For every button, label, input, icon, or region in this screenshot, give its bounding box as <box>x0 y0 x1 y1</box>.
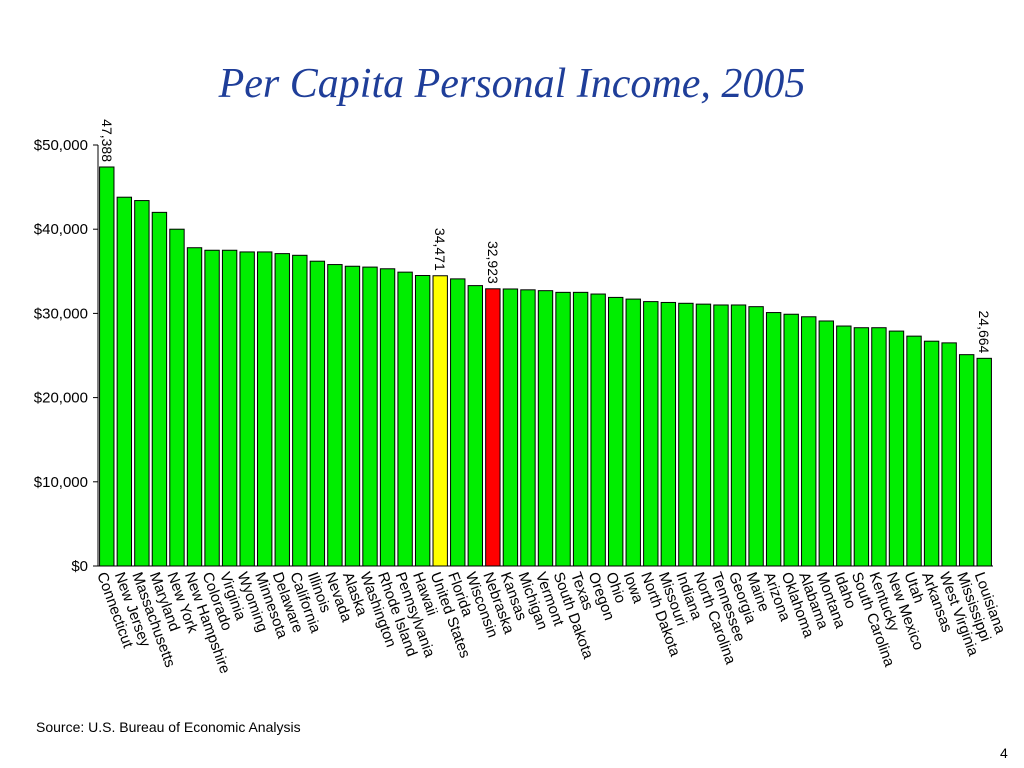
bar-washington <box>362 266 378 567</box>
bar-nebraska <box>485 288 501 567</box>
bar-oklahoma <box>783 313 799 567</box>
bar-alaska <box>344 265 361 567</box>
bar-florida <box>450 278 466 567</box>
bar-mississippi <box>958 354 975 567</box>
bar-montana <box>818 320 834 567</box>
bar-new-hampshire <box>186 247 203 567</box>
y-tick-label: $40,000 <box>34 221 88 238</box>
bar-hawaii <box>414 275 431 567</box>
bar-arkansas <box>923 340 940 567</box>
page-number: 4 <box>1000 745 1008 761</box>
bar-vermont <box>537 290 554 567</box>
bar-iowa <box>625 298 641 567</box>
bar-wisconsin <box>467 285 483 567</box>
y-tick-label: $50,000 <box>34 137 88 154</box>
bar-connecticut <box>99 166 115 567</box>
bar-california <box>292 254 308 567</box>
bar-kansas <box>502 288 519 567</box>
y-tick-label: $20,000 <box>34 390 88 407</box>
bar-virginia <box>221 249 238 567</box>
bar-kentucky <box>871 327 887 567</box>
source-note: Source: U.S. Bureau of Economic Analysis <box>36 719 301 735</box>
bar-georgia <box>730 304 747 567</box>
bar-michigan <box>520 289 536 567</box>
bar-minnesota <box>257 251 273 567</box>
bar-new-jersey <box>116 196 133 567</box>
y-tick-label: $10,000 <box>34 474 88 491</box>
bar-delaware <box>274 253 290 567</box>
data-label-louisiana: 24,664 <box>976 311 992 354</box>
bar-arizona <box>765 312 782 567</box>
bar-idaho <box>836 325 852 567</box>
bar-north-dakota <box>643 301 659 567</box>
bar-illinois <box>309 260 326 567</box>
bar-south-carolina <box>853 327 870 567</box>
bar-united-states <box>432 275 448 567</box>
bar-indiana <box>678 302 694 567</box>
bar-louisiana <box>976 357 992 567</box>
chart-title: Per Capita Personal Income, 2005 <box>218 61 806 107</box>
bar-massachusetts <box>134 200 150 567</box>
y-tick-label: $30,000 <box>34 305 88 322</box>
bar-missouri <box>660 301 677 567</box>
y-tick-label: $0 <box>71 558 88 575</box>
data-label-connecticut: 47,388 <box>99 119 115 162</box>
data-label-nebraska: 32,923 <box>485 241 501 284</box>
bar-colorado <box>204 249 220 567</box>
bar-pennsylvania <box>397 271 413 567</box>
bar-utah <box>906 335 922 567</box>
data-label-united-states: 34,471 <box>432 228 448 271</box>
bar-maine <box>748 306 764 567</box>
bar-wyoming <box>239 251 255 567</box>
bar-oregon <box>590 293 606 567</box>
bar-maryland <box>151 211 168 567</box>
bar-alabama <box>801 316 817 567</box>
bar-south-dakota <box>555 291 571 567</box>
bar-nevada <box>327 264 343 567</box>
bar-new-mexico <box>888 330 905 567</box>
bar-texas <box>572 291 589 567</box>
bar-west-virginia <box>941 342 957 567</box>
bar-north-carolina <box>695 303 712 567</box>
bar-tennessee <box>713 304 729 567</box>
bar-rhode-island <box>379 268 396 567</box>
bar-ohio <box>608 296 624 567</box>
bar-new-york <box>169 228 185 567</box>
